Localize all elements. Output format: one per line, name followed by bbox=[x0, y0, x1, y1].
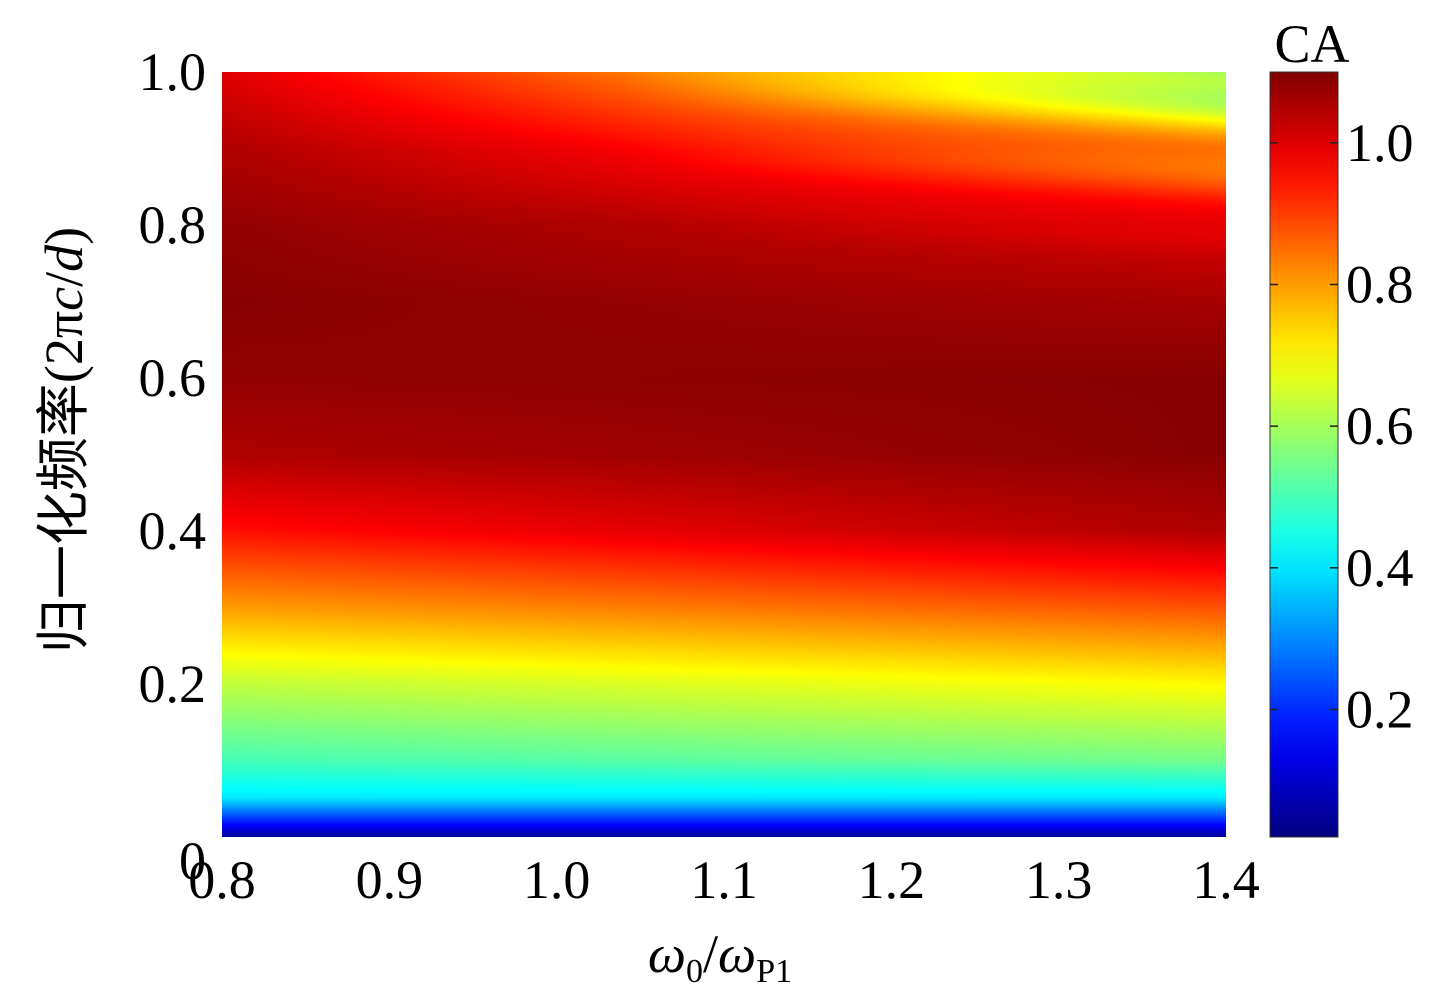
y-tick-label: 0.2 bbox=[139, 654, 207, 714]
x-tick-label: 1.1 bbox=[690, 850, 758, 910]
x-label-omega: ω bbox=[648, 924, 686, 984]
x-axis-ticks: 0.8 0.9 1.0 1.1 1.2 1.3 1.4 bbox=[188, 850, 1260, 910]
x-tick-label: 1.0 bbox=[523, 850, 591, 910]
y-label-c: c bbox=[34, 287, 94, 311]
colorbar bbox=[1269, 71, 1339, 838]
x-tick-label: 1.2 bbox=[858, 850, 926, 910]
y-axis-ticks: 0 0.2 0.4 0.6 0.8 1.0 bbox=[139, 42, 207, 891]
x-tick-label: 0.8 bbox=[188, 850, 256, 910]
y-axis-label: 归一化频率(2πc/d) bbox=[32, 227, 95, 653]
y-label-d: d bbox=[34, 244, 94, 272]
colorbar-tick-label: 0.4 bbox=[1346, 538, 1414, 598]
colorbar-tick-label: 1.0 bbox=[1346, 113, 1414, 173]
x-axis-label: ω0/ωP1 bbox=[648, 924, 792, 990]
colorbar-tick-label: 0.6 bbox=[1346, 396, 1414, 456]
x-label-omega2: ω bbox=[718, 924, 756, 984]
y-tick-label: 0 bbox=[179, 831, 206, 891]
colorbar-tick-label: 0.8 bbox=[1346, 255, 1414, 315]
y-tick-label: 1.0 bbox=[139, 42, 207, 102]
x-label-subP1: P1 bbox=[756, 953, 792, 990]
x-label-slash: / bbox=[703, 924, 718, 984]
colorbar-tick-label: 0.2 bbox=[1346, 680, 1414, 740]
y-label-paren: (2π bbox=[34, 311, 94, 383]
x-tick-label: 0.9 bbox=[356, 850, 424, 910]
x-tick-label: 1.3 bbox=[1025, 850, 1093, 910]
y-tick-label: 0.6 bbox=[139, 348, 207, 408]
y-tick-label: 0.4 bbox=[139, 501, 207, 561]
colorbar-title: CA bbox=[1274, 14, 1349, 74]
y-label-main: 归一化频率 bbox=[32, 383, 95, 653]
y-tick-label: 0.8 bbox=[139, 195, 207, 255]
x-tick-label: 1.4 bbox=[1192, 850, 1260, 910]
y-label-slash: / bbox=[34, 272, 94, 287]
x-label-sub0: 0 bbox=[686, 953, 703, 990]
y-label-close: ) bbox=[34, 227, 94, 245]
heatmap-area bbox=[222, 72, 1226, 837]
colorbar-ticks: 0.2 0.4 0.6 0.8 1.0 bbox=[1270, 113, 1414, 740]
